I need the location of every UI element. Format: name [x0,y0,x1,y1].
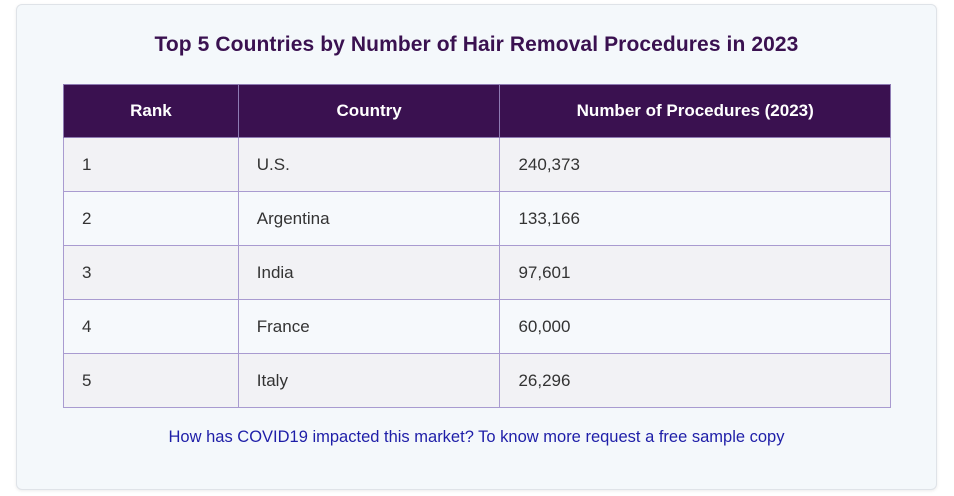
table-row: 1 U.S. 240,373 [63,137,891,192]
cell-rank: 5 [63,353,239,408]
header-country: Country [237,84,501,138]
cell-rank: 4 [63,299,239,354]
header-procedures: Number of Procedures (2023) [499,84,891,138]
content-card: Top 5 Countries by Number of Hair Remova… [16,4,937,490]
header-rank: Rank [63,84,239,138]
page-title: Top 5 Countries by Number of Hair Remova… [154,33,799,56]
request-sample-link[interactable]: How has COVID19 impacted this market? To… [168,428,785,446]
cell-procedures: 60,000 [499,299,891,354]
cell-country: India [237,245,501,300]
cell-country: Argentina [237,191,501,246]
cell-country: U.S. [237,137,501,192]
cell-procedures: 26,296 [499,353,891,408]
cell-rank: 2 [63,191,239,246]
table-row: 4 France 60,000 [63,299,891,354]
cell-procedures: 97,601 [499,245,891,300]
cell-rank: 1 [63,137,239,192]
cell-procedures: 133,166 [499,191,891,246]
table-row: 3 India 97,601 [63,245,891,300]
table-row: 5 Italy 26,296 [63,353,891,408]
cell-rank: 3 [63,245,239,300]
cell-procedures: 240,373 [499,137,891,192]
table-header-row: Rank Country Number of Procedures (2023) [63,84,891,138]
table-row: 2 Argentina 133,166 [63,191,891,246]
procedures-table: Rank Country Number of Procedures (2023)… [63,84,891,408]
cell-country: Italy [237,353,501,408]
cell-country: France [237,299,501,354]
